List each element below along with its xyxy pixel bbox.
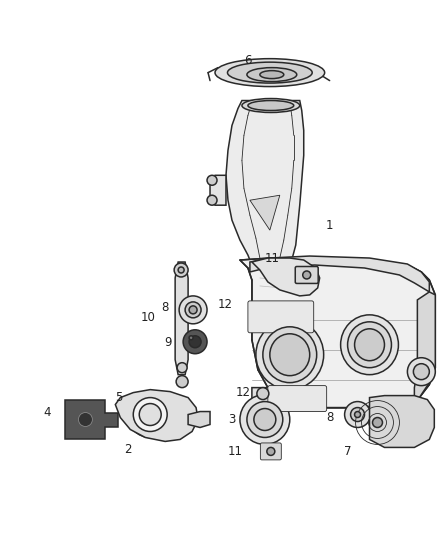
Ellipse shape	[139, 403, 161, 425]
Text: 9: 9	[164, 336, 172, 349]
Polygon shape	[240, 258, 435, 408]
Ellipse shape	[260, 71, 284, 78]
Ellipse shape	[240, 394, 290, 445]
Text: 1: 1	[326, 219, 333, 232]
Circle shape	[179, 296, 207, 324]
Circle shape	[350, 408, 364, 422]
Polygon shape	[414, 292, 435, 400]
Text: 11: 11	[264, 252, 279, 264]
Ellipse shape	[270, 334, 310, 376]
Polygon shape	[210, 175, 226, 205]
Circle shape	[189, 336, 201, 348]
Text: 8: 8	[162, 301, 169, 314]
FancyBboxPatch shape	[295, 266, 318, 284]
FancyBboxPatch shape	[248, 301, 314, 333]
Ellipse shape	[341, 315, 399, 375]
Circle shape	[355, 411, 360, 417]
Ellipse shape	[227, 62, 312, 83]
Ellipse shape	[247, 68, 297, 82]
Polygon shape	[252, 258, 320, 296]
Text: 12: 12	[218, 298, 233, 311]
Text: 2: 2	[124, 443, 132, 456]
Circle shape	[174, 263, 188, 277]
Text: 11: 11	[227, 445, 243, 458]
Text: 10: 10	[141, 311, 155, 325]
Circle shape	[303, 271, 311, 279]
Polygon shape	[250, 256, 429, 292]
Circle shape	[78, 413, 92, 426]
Circle shape	[372, 417, 382, 427]
Ellipse shape	[133, 398, 167, 432]
Circle shape	[185, 302, 201, 318]
Circle shape	[177, 362, 187, 373]
Polygon shape	[252, 387, 275, 405]
Ellipse shape	[247, 401, 283, 438]
Circle shape	[178, 267, 184, 273]
Circle shape	[207, 195, 217, 205]
Ellipse shape	[248, 101, 294, 110]
Polygon shape	[370, 395, 434, 447]
Circle shape	[413, 364, 429, 379]
Circle shape	[189, 306, 197, 314]
Ellipse shape	[215, 59, 325, 86]
Ellipse shape	[348, 322, 392, 368]
Polygon shape	[115, 390, 198, 441]
Text: 8: 8	[326, 411, 333, 424]
Ellipse shape	[242, 99, 300, 112]
Text: 3: 3	[228, 413, 236, 426]
Circle shape	[189, 336, 193, 340]
Ellipse shape	[256, 320, 324, 390]
Text: 5: 5	[115, 391, 122, 404]
Ellipse shape	[254, 409, 276, 431]
FancyBboxPatch shape	[268, 385, 327, 411]
Ellipse shape	[127, 392, 173, 438]
Circle shape	[176, 376, 188, 387]
Polygon shape	[250, 195, 280, 230]
Text: 7: 7	[344, 445, 351, 458]
Circle shape	[183, 330, 207, 354]
Circle shape	[257, 387, 269, 400]
Polygon shape	[188, 411, 210, 427]
Circle shape	[407, 358, 435, 385]
Circle shape	[207, 175, 217, 185]
Text: 6: 6	[244, 54, 252, 67]
Polygon shape	[66, 400, 118, 439]
Ellipse shape	[263, 327, 317, 383]
Polygon shape	[175, 262, 188, 375]
Text: 4: 4	[44, 406, 51, 419]
Ellipse shape	[355, 329, 385, 361]
Circle shape	[345, 401, 371, 427]
Circle shape	[267, 447, 275, 455]
Text: 12: 12	[235, 386, 251, 399]
Polygon shape	[226, 101, 304, 265]
FancyBboxPatch shape	[260, 443, 281, 460]
